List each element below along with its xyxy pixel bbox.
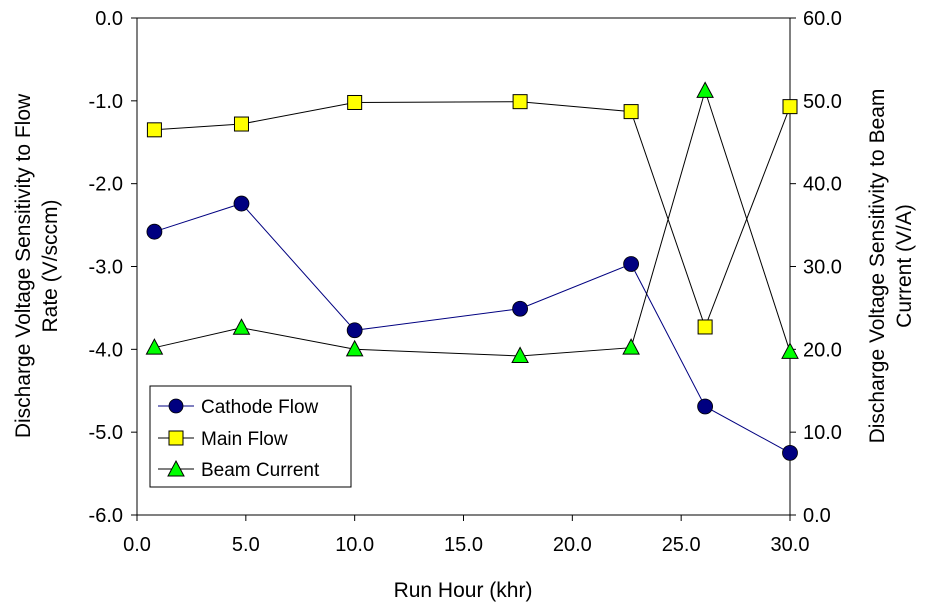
legend-marker-beam-current <box>167 459 185 477</box>
x-tick-label: 30.0 <box>771 534 810 556</box>
legend-marker-main-flow <box>168 430 184 446</box>
legend-label-beam-current: Beam Current <box>201 460 320 481</box>
y-axis-title-left: Discharge Voltage Sensitivity to Flow Ra… <box>12 93 62 438</box>
x-tick-label: 15.0 <box>444 534 483 556</box>
y-tick-label-left: -1.0 <box>89 91 123 113</box>
y-axis-title-right-line-1: Discharge Voltage Sensitivity to Beam <box>866 89 889 444</box>
data-point-beam-current <box>511 346 529 363</box>
x-tick-label: 0.0 <box>123 534 151 556</box>
data-point-cathode-flow <box>146 223 163 240</box>
legend-label-main-flow: Main Flow <box>201 429 288 450</box>
y-tick-label-left: 0.0 <box>95 8 123 30</box>
x-axis-title: Run Hour (khr) <box>394 579 533 602</box>
y-tick-label-left: -2.0 <box>89 174 123 196</box>
y-tick-label-right: 50.0 <box>803 91 842 113</box>
data-point-beam-current <box>781 342 799 359</box>
data-point-cathode-flow <box>782 444 798 461</box>
data-point-main-flow <box>146 122 162 138</box>
y-tick-label-left: -5.0 <box>89 422 123 444</box>
data-point-cathode-flow <box>512 300 528 317</box>
legend-marker-cathode-flow <box>168 398 184 414</box>
legend: Cathode Flow Main Flow Beam Current <box>149 385 352 488</box>
y-tick-label-left: -6.0 <box>89 505 123 527</box>
data-point-cathode-flow <box>697 398 714 415</box>
y-axis-title-right-line-2: Current (V/A) <box>893 204 916 328</box>
data-point-main-flow <box>347 94 363 110</box>
y-tick-label-right: 10.0 <box>803 422 842 444</box>
data-point-beam-current <box>232 318 251 335</box>
data-point-main-flow <box>623 104 639 120</box>
y-tick-label-left: -3.0 <box>89 257 123 279</box>
data-point-beam-current <box>622 338 640 355</box>
y-tick-label-right: 20.0 <box>803 339 842 361</box>
y-tick-label-left: -4.0 <box>89 339 123 361</box>
data-point-beam-current <box>696 81 714 98</box>
x-tick-label: 5.0 <box>232 534 260 556</box>
y-axis-title-left-line-2: Rate (V/sccm) <box>39 199 62 332</box>
data-point-main-flow <box>697 319 713 335</box>
y-tick-label-right: 60.0 <box>803 8 842 30</box>
series-markers <box>145 81 799 461</box>
x-tick-label: 10.0 <box>335 534 374 556</box>
legend-label-cathode-flow: Cathode Flow <box>201 397 319 418</box>
data-point-main-flow <box>512 94 528 110</box>
y-axis-title-left-line-1: Discharge Voltage Sensitivity to Flow <box>12 93 35 438</box>
data-point-beam-current <box>145 338 164 355</box>
data-point-cathode-flow <box>233 195 250 212</box>
data-point-main-flow <box>233 116 249 132</box>
x-tick-label: 20.0 <box>553 534 592 556</box>
data-point-cathode-flow <box>623 256 640 272</box>
y-axis-title-right: Discharge Voltage Sensitivity to Beam Cu… <box>866 89 916 444</box>
data-point-main-flow <box>782 99 798 115</box>
axis-ticks: 0.0 5.0 10.0 15.0 20.0 25.0 30.0 -6.0 -5.0 -4.0 -3… <box>89 8 842 556</box>
y-tick-label-right: 40.0 <box>803 174 842 196</box>
x-tick-label: 25.0 <box>662 534 701 556</box>
data-point-beam-current <box>345 339 364 357</box>
data-point-cathode-flow <box>346 322 363 339</box>
y-tick-label-right: 30.0 <box>803 257 842 279</box>
y-tick-label-right: 0.0 <box>803 505 831 527</box>
